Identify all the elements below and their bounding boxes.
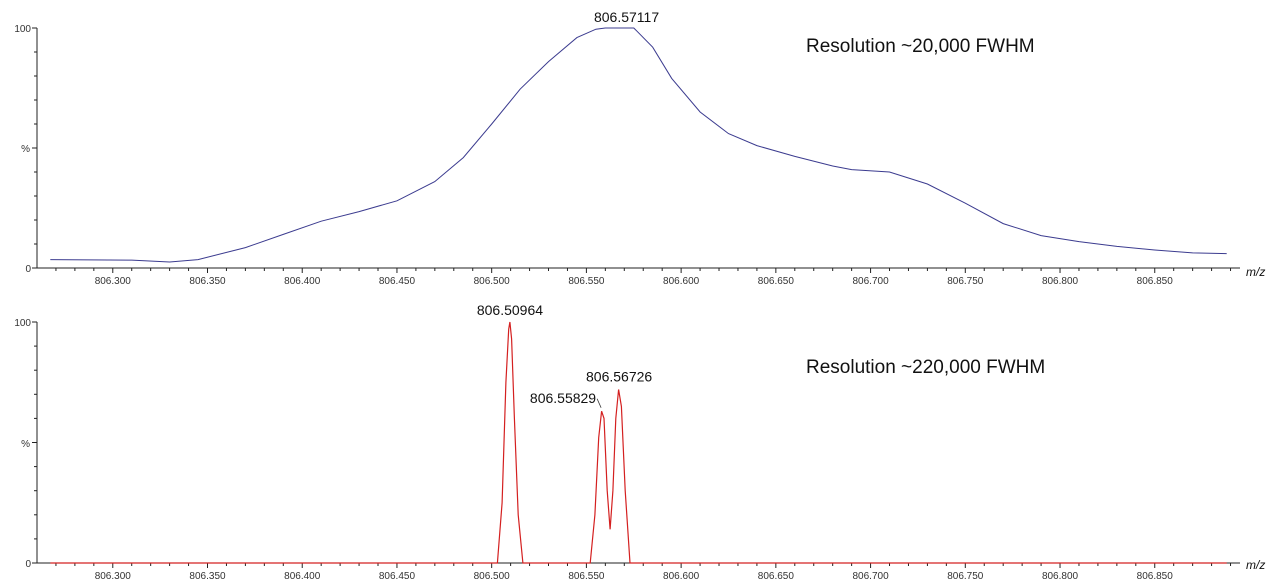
x-minor-ticks [55, 268, 1232, 273]
x-tick-label: 806.350 [189, 571, 226, 581]
x-tick-label: 806.850 [1137, 276, 1174, 287]
x-tick-label: 806.700 [852, 276, 889, 287]
x-tick-label: 806.650 [758, 276, 795, 287]
x-tick-label: 806.300 [95, 276, 132, 287]
y-tick-label-0: 0 [25, 264, 31, 275]
x-tick-label: 806.800 [1042, 276, 1079, 287]
x-tick-label: 806.450 [379, 571, 416, 581]
x-tick-label: 806.300 [95, 571, 132, 581]
x-tick-label: 806.600 [663, 276, 700, 287]
resolution-annotation: Resolution ~220,000 FWHM [806, 357, 1045, 378]
peak-label-leader [596, 398, 602, 408]
peak-labels: 806.57117 [594, 9, 659, 25]
peak-labels: 806.50964 806.55829 806.56726 [477, 302, 652, 408]
y-tick-label-100: 100 [14, 24, 31, 35]
y-minor-ticks [32, 27, 37, 269]
x-tick-label: 806.850 [1137, 571, 1174, 581]
y-tick-label-100: 100 [14, 318, 31, 329]
y-axis-label: % [21, 144, 30, 155]
x-tick-label: 806.650 [758, 571, 795, 581]
y-tick-label-0: 0 [25, 559, 31, 570]
y-minor-ticks [32, 321, 37, 564]
resolution-annotation: Resolution ~20,000 FWHM [806, 36, 1035, 57]
peak-label: 806.56726 [586, 368, 652, 384]
x-tick-label: 806.750 [947, 276, 984, 287]
spectrum-panel-low-resolution: 100 % 0 806.300 806.350 806.400 806.450 806.… [14, 9, 1265, 287]
x-tick-label: 806.700 [852, 571, 889, 581]
spectrum-line-low-resolution [50, 27, 1227, 263]
y-axis-label: % [21, 439, 30, 450]
x-tick-label: 806.450 [379, 276, 416, 287]
x-tick-label: 806.550 [568, 276, 605, 287]
peak-label: 806.55829 [530, 390, 596, 406]
spectrum-panel-high-resolution: 100 % 0 806.300 806.350 806.400 806.450 806.… [14, 302, 1265, 581]
x-tick-labels: 806.300 806.350 806.400 806.450 806.500 806.5… [95, 571, 1174, 581]
x-tick-label: 806.600 [663, 571, 700, 581]
x-axis-label: m/z [1246, 558, 1265, 572]
x-tick-label: 806.400 [284, 276, 321, 287]
spectrum-line-high-resolution [50, 321, 1227, 564]
x-tick-label: 806.350 [189, 276, 226, 287]
x-tick-label: 806.550 [568, 571, 605, 581]
peak-label: 806.57117 [594, 9, 659, 25]
x-tick-label: 806.500 [474, 571, 511, 581]
x-tick-label: 806.500 [474, 276, 511, 287]
x-tick-label: 806.800 [1042, 571, 1079, 581]
x-tick-label: 806.400 [284, 571, 321, 581]
peak-label: 806.50964 [477, 302, 543, 318]
x-tick-label: 806.750 [947, 571, 984, 581]
x-minor-ticks [55, 563, 1232, 568]
x-tick-labels: 806.300 806.350 806.400 806.450 806.500 806.5… [95, 276, 1174, 287]
x-axis-label: m/z [1246, 265, 1265, 279]
